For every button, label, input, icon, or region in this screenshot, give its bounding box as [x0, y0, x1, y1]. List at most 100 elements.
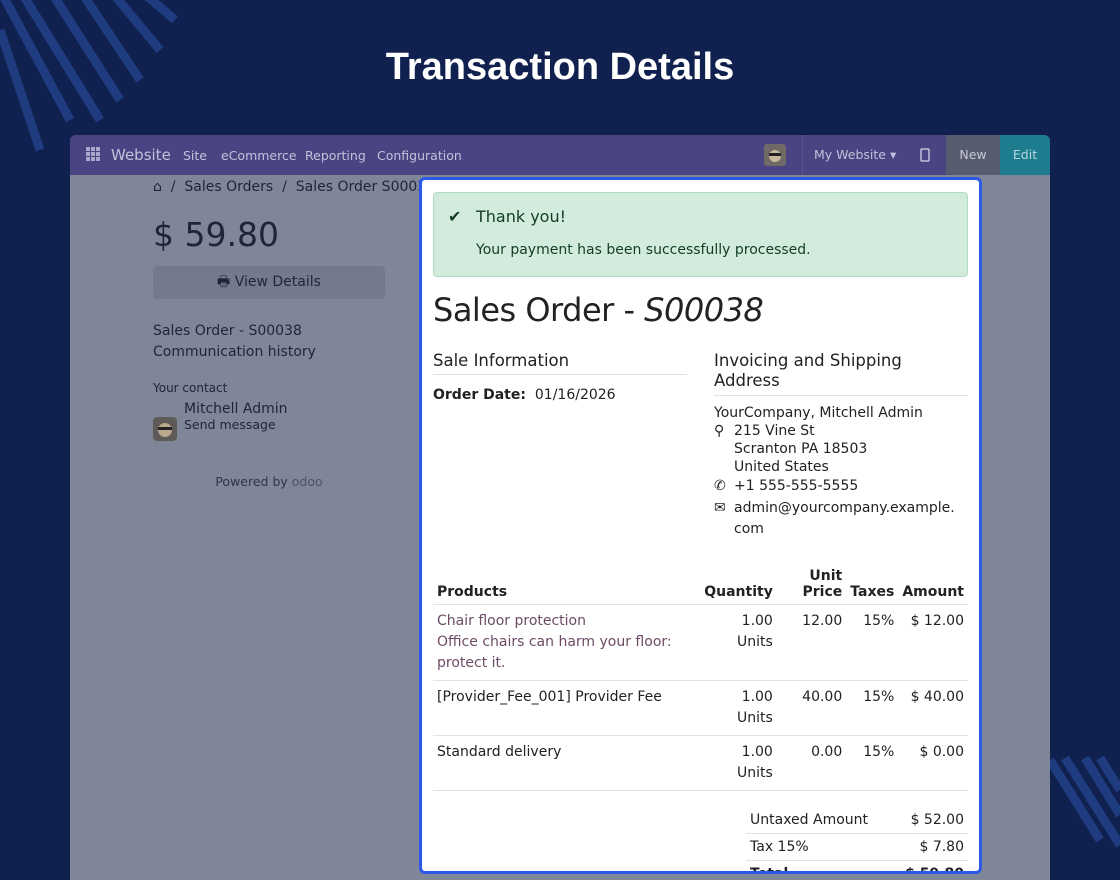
amount: $ 12.00 — [898, 604, 968, 681]
mobile-icon[interactable] — [920, 148, 930, 162]
totals: Untaxed Amount $ 52.00 Tax 15% $ 7.80 Tota… — [746, 807, 968, 871]
success-alert: ✔ Thank you! Your payment has been succes… — [433, 192, 968, 277]
qty: 1.00 — [741, 613, 773, 629]
address-name: YourCompany, Mitchell Admin — [714, 405, 923, 421]
column-header: Products — [437, 584, 508, 600]
link[interactable]: Sales Order - S00038 — [153, 323, 302, 339]
order-date: Order Date: 01/16/2026 — [433, 387, 687, 403]
order-lines: Products Quantity Unit Price Taxes Amoun… — [433, 564, 968, 791]
powered-text: Powered by — [215, 474, 288, 489]
page-title: Transaction Details — [385, 46, 735, 88]
total-value: $ 7.80 — [891, 833, 968, 861]
uom: Units — [737, 765, 773, 781]
send-message[interactable]: Send message — [184, 417, 276, 432]
order-title-text: Sales Order - — [433, 291, 645, 329]
info-row: Sale Information Order Date: 01/16/2026 … — [433, 351, 968, 540]
taxes: 15% — [846, 604, 899, 681]
menu-item[interactable]: Reporting — [305, 148, 366, 163]
quantity: 1.00 Units — [700, 735, 777, 791]
qty: 1.00 — [741, 744, 773, 760]
quantity: 1.00 Units — [700, 604, 777, 681]
section-heading: Invoicing and Shipping Address — [714, 351, 968, 396]
order-line: Chair floor protection Office chairs can … — [433, 604, 968, 681]
column-header: Unit Price — [802, 568, 843, 600]
order-title: Sales Order - S00038 — [433, 291, 968, 329]
total-label: Total — [746, 860, 891, 871]
address-line: United States — [734, 459, 829, 475]
quantity: 1.00 Units — [700, 680, 777, 736]
total-value: $ 59.80 — [891, 860, 968, 871]
taxes: 15% — [846, 680, 899, 736]
alert-heading: ✔ Thank you! — [448, 207, 567, 226]
product: Chair floor protection Office chairs can … — [433, 604, 701, 681]
sidebar: ⌂ / Sales Orders / Sales Order S0003 $ 5… — [153, 175, 427, 489]
apps-icon[interactable] — [86, 147, 100, 161]
amount: $ 0.00 — [898, 735, 968, 791]
total-row: Total $ 59.80 — [746, 860, 968, 871]
email: ✉ admin@yourcompany.example.com — [714, 498, 968, 540]
product-description: Office chairs can harm your floor: prote… — [437, 634, 672, 671]
section-heading: Sale Information — [433, 351, 687, 375]
contact-name: Mitchell Admin — [184, 401, 288, 417]
column-header: Taxes — [850, 584, 895, 600]
total-label: Untaxed Amount — [750, 812, 869, 828]
product-name: [Provider_Fee_001] Provider Fee — [433, 680, 701, 736]
uom: Units — [737, 634, 773, 650]
product-name: Standard delivery — [433, 735, 701, 791]
link[interactable]: Communication history — [153, 344, 316, 360]
uom: Units — [737, 710, 773, 726]
breadcrumb: ⌂ / Sales Orders / Sales Order S0003 — [153, 179, 427, 195]
phone-number: +1 555-555-5555 — [734, 478, 859, 494]
qty: 1.00 — [741, 689, 773, 705]
app-name[interactable]: Website — [111, 146, 171, 164]
menu-item[interactable]: Site — [183, 148, 207, 163]
avatar[interactable] — [764, 144, 786, 166]
total-row: Untaxed Amount $ 52.00 — [746, 807, 968, 834]
alert-title: Thank you! — [476, 207, 567, 226]
unit-price: 40.00 — [776, 680, 847, 736]
field-label: Order Date: — [433, 387, 526, 403]
unit-price: 0.00 — [776, 735, 847, 791]
total-label: Tax 15% — [746, 833, 891, 861]
website-name: My Website — [814, 147, 886, 162]
email-address: admin@yourcompany.example.com — [734, 500, 955, 537]
order-card: ✔ Thank you! Your payment has been succes… — [419, 177, 982, 874]
phone: ✆ +1 555-555-5555 — [714, 478, 859, 494]
field-value: 01/16/2026 — [534, 387, 616, 403]
address: ⚲ 215 Vine St Scranton PA 18503 United Stat… — [714, 423, 868, 475]
address-info: Invoicing and Shipping Address YourCompa… — [714, 351, 968, 540]
table-header: Products Quantity Unit Price Taxes Amoun… — [433, 564, 968, 605]
address-line: 215 Vine St — [734, 423, 815, 439]
unit-price: 12.00 — [776, 604, 847, 681]
taxes: 15% — [846, 735, 899, 791]
navbar: Website Site eCommerce Reporting Configu… — [70, 135, 1050, 175]
breadcrumb-item[interactable]: Sales Orders — [184, 179, 274, 195]
brand: odoo — [291, 474, 323, 489]
new-button[interactable]: New — [946, 135, 1000, 175]
screenshot: Website Site eCommerce Reporting Configu… — [70, 135, 1050, 880]
view-details-button[interactable]: 🖶 View Details — [153, 266, 385, 299]
address-line: Scranton PA 18503 — [734, 441, 868, 457]
powered-by: Powered by odoo — [153, 474, 385, 489]
column-header: Quantity — [704, 584, 773, 600]
order-number: S00038 — [644, 291, 764, 329]
order-line: Standard delivery 1.00 Units 0.00 15% $ 0… — [433, 735, 968, 791]
total-value: $ 52.00 — [910, 812, 964, 828]
contact-avatar — [153, 417, 177, 441]
button-label: View Details — [234, 274, 321, 290]
order-line: [Provider_Fee_001] Provider Fee 1.00 Unit… — [433, 680, 968, 736]
column-header: Amount — [902, 584, 964, 600]
amount: $ 59.80 — [153, 215, 279, 254]
alert-message: Your payment has been successfully proce… — [476, 242, 811, 258]
amount: $ 40.00 — [898, 680, 968, 736]
menu-item[interactable]: Configuration — [377, 148, 462, 163]
edit-button[interactable]: Edit — [1000, 135, 1050, 175]
product-name: Chair floor protection — [437, 613, 586, 629]
menu-item[interactable]: eCommerce — [221, 148, 297, 163]
contact-label: Your contact — [153, 381, 228, 395]
website-switcher[interactable]: My Website ▾ — [802, 135, 900, 175]
sale-info: Sale Information Order Date: 01/16/2026 — [433, 351, 687, 540]
